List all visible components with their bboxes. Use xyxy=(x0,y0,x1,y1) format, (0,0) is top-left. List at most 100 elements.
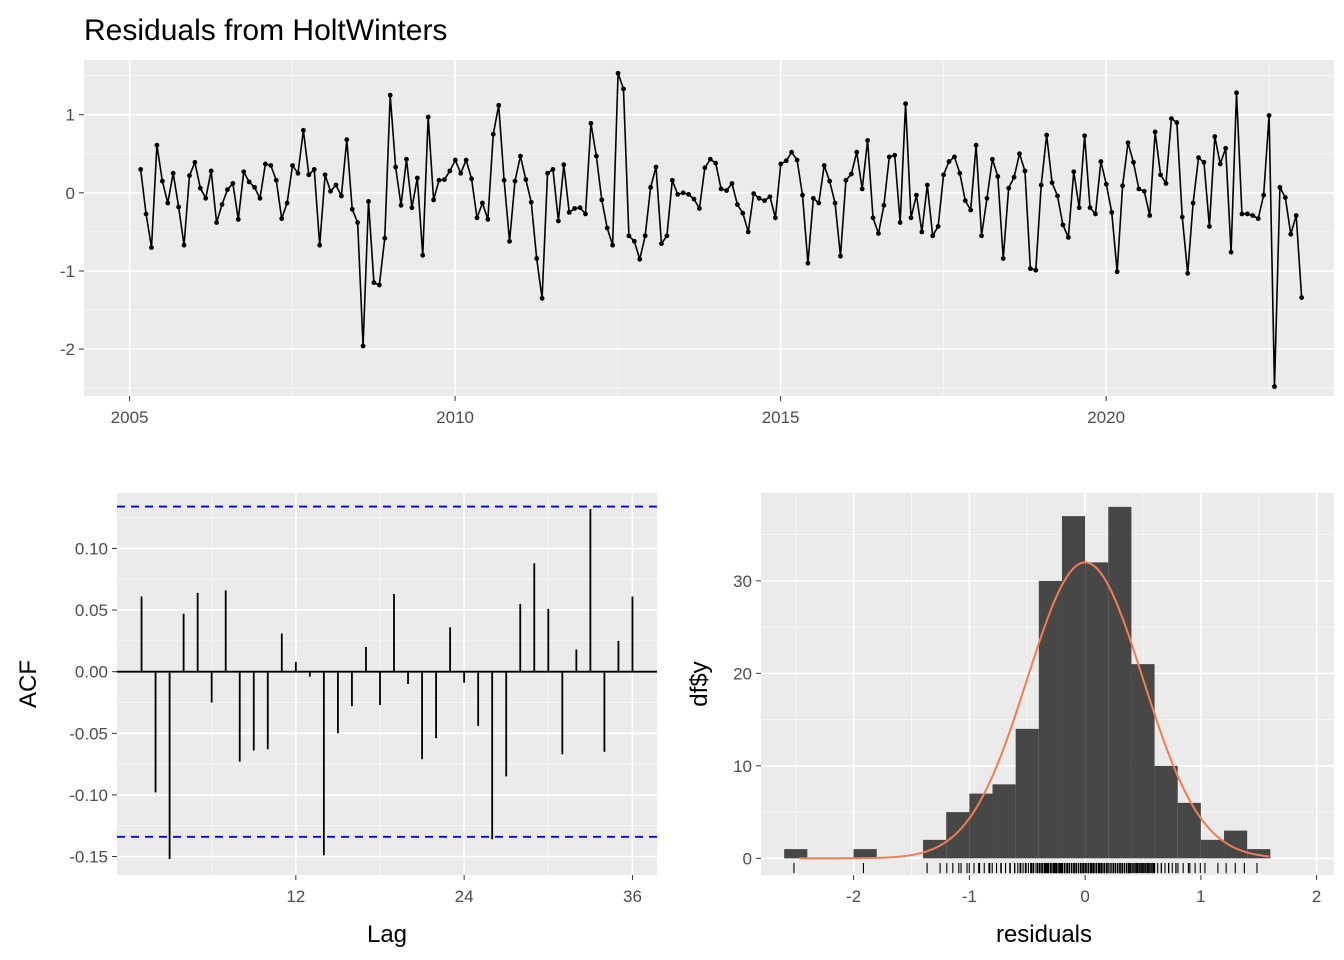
y-axis-title: df$y xyxy=(686,661,713,706)
residual-point xyxy=(621,86,626,92)
residual-point xyxy=(697,206,702,211)
y-tick-label: 30 xyxy=(733,572,752,591)
y-tick-label: -0.10 xyxy=(69,786,108,805)
residual-point xyxy=(279,216,285,222)
residual-point xyxy=(1000,256,1006,261)
residual-point xyxy=(561,162,567,168)
residual-point xyxy=(783,158,789,164)
residual-point xyxy=(490,131,496,137)
residual-point xyxy=(1244,211,1250,217)
residual-point xyxy=(1049,180,1055,186)
residual-histogram-panel: 0 10 20 30 -2 -1 0 1 2 residuals df$y xyxy=(686,493,1334,948)
residual-point xyxy=(252,184,257,190)
residual-point xyxy=(865,138,871,143)
residual-point xyxy=(751,191,757,197)
residual-point xyxy=(387,92,393,98)
y-tick-label: 0.00 xyxy=(75,663,108,682)
residual-point xyxy=(1038,182,1044,188)
residual-point xyxy=(1082,133,1088,139)
residual-point xyxy=(572,206,578,211)
residual-point xyxy=(550,166,556,172)
residual-point xyxy=(1114,269,1120,275)
residual-point xyxy=(805,260,811,266)
y-tick-label: 0 xyxy=(66,184,75,203)
residual-point xyxy=(680,190,686,196)
residual-point xyxy=(1093,211,1098,217)
residual-point xyxy=(176,204,182,210)
residual-point xyxy=(431,197,436,203)
residual-point xyxy=(1022,168,1028,174)
residual-point xyxy=(371,280,377,286)
y-tick-label: -0.15 xyxy=(69,848,108,867)
residual-point xyxy=(235,217,241,222)
residual-point xyxy=(528,199,534,205)
residual-point xyxy=(952,154,957,160)
residual-point xyxy=(789,149,795,155)
residual-point xyxy=(344,137,350,143)
residual-point xyxy=(1087,205,1093,211)
residual-point xyxy=(740,210,746,216)
x-axis-title: residuals xyxy=(996,921,1092,948)
residual-point xyxy=(930,233,936,239)
residual-point xyxy=(854,149,860,155)
residual-point xyxy=(989,156,995,162)
residual-point xyxy=(800,192,805,198)
residual-point xyxy=(1158,172,1163,178)
residual-point xyxy=(382,235,388,241)
y-axis-title: ACF xyxy=(15,660,42,708)
residual-point xyxy=(1266,113,1272,118)
residual-point xyxy=(588,120,594,126)
residual-point xyxy=(1152,129,1158,135)
residual-point xyxy=(1190,200,1196,206)
residual-point xyxy=(539,295,545,301)
residual-point xyxy=(507,238,512,244)
residual-point xyxy=(154,142,160,148)
residual-point xyxy=(599,197,605,203)
residual-point xyxy=(848,171,854,177)
residual-point xyxy=(474,215,480,221)
y-tick-label: 0.05 xyxy=(75,601,108,620)
residual-point xyxy=(870,215,876,221)
residual-point xyxy=(881,202,887,208)
residual-point xyxy=(355,220,361,225)
residual-point xyxy=(767,194,773,200)
chart-title: Residuals from HoltWinters xyxy=(84,14,447,47)
residual-point xyxy=(637,256,643,262)
histogram-bar xyxy=(1085,562,1109,859)
residual-point xyxy=(442,177,447,182)
x-tick-label: 2005 xyxy=(111,408,149,427)
residual-point xyxy=(1027,266,1033,272)
residual-point xyxy=(203,195,209,201)
residual-point xyxy=(349,206,355,212)
residual-point xyxy=(192,159,198,165)
residual-point xyxy=(593,153,599,159)
histogram-bar xyxy=(1154,765,1178,859)
residual-point xyxy=(257,195,263,201)
residual-point xyxy=(452,157,458,163)
residual-point xyxy=(816,200,822,206)
residual-point xyxy=(1163,181,1169,186)
residual-point xyxy=(1299,295,1305,300)
residual-point xyxy=(1125,140,1131,146)
residual-point xyxy=(338,193,344,199)
residual-point xyxy=(149,245,154,250)
residual-point xyxy=(604,225,610,231)
residual-point xyxy=(1076,205,1082,211)
residual-point xyxy=(1277,184,1283,190)
residual-point xyxy=(398,202,404,208)
histogram-bar xyxy=(969,793,993,859)
histogram-bar xyxy=(1200,839,1225,859)
residual-point xyxy=(1017,151,1022,157)
residual-point xyxy=(897,220,903,225)
residual-point xyxy=(979,233,984,239)
residual-point xyxy=(1141,188,1147,194)
residual-point xyxy=(631,238,637,244)
residual-point xyxy=(686,192,691,197)
residual-point xyxy=(300,127,306,133)
residual-point xyxy=(1206,224,1212,229)
residual-point xyxy=(566,209,572,215)
residual-point xyxy=(1239,211,1245,217)
x-tick-label: 24 xyxy=(455,887,474,906)
residual-point xyxy=(284,200,290,206)
x-tick-label: 2 xyxy=(1312,887,1321,906)
